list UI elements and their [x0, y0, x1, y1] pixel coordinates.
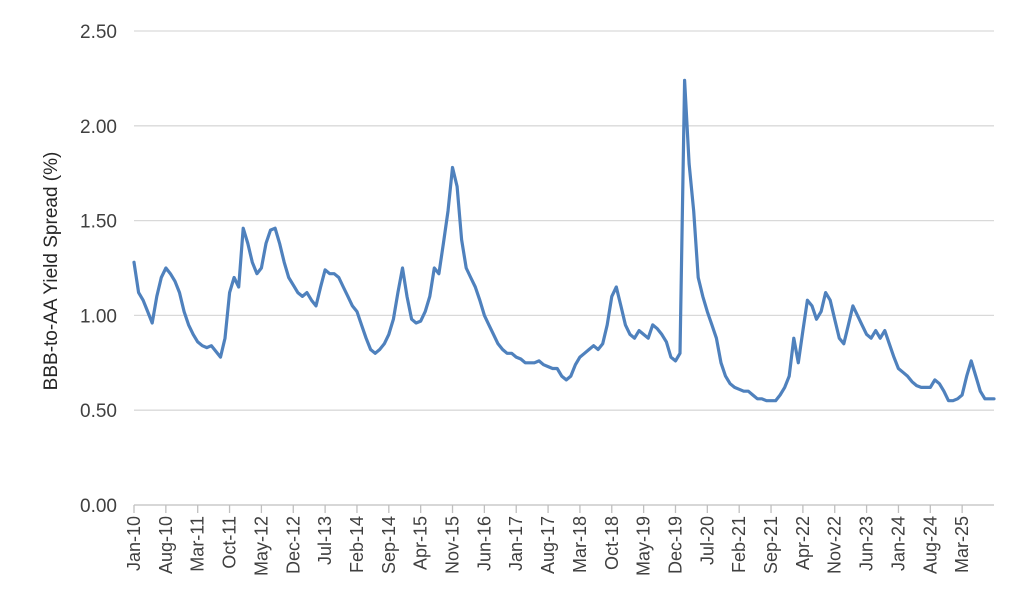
- x-tick-label: Nov-15: [443, 516, 463, 574]
- x-tick-label: Jan-24: [888, 516, 908, 571]
- x-tick-label: Sep-14: [379, 516, 399, 574]
- x-tick-labels: Jan-10 Aug-10 Mar-11 Oct-11 May-12 Dec-12 Jul-…: [124, 516, 972, 576]
- x-tick-label: Jul-20: [697, 516, 717, 565]
- x-tick-label: Mar-25: [952, 516, 972, 573]
- x-tick-label: May-19: [634, 516, 654, 576]
- series-layer: [132, 78, 996, 403]
- y-tick-label: 0.00: [80, 496, 117, 517]
- y-tick-label: 0.50: [80, 401, 117, 422]
- x-tick-label: Mar-11: [188, 516, 208, 572]
- x-tick-label: Jan-17: [506, 516, 526, 571]
- x-tick-label: Apr-22: [793, 516, 813, 570]
- x-tick-label: Jan-10: [124, 516, 144, 571]
- x-tick-label: Oct-18: [602, 516, 622, 570]
- x-tick-label: Feb-21: [729, 516, 749, 573]
- y-tick-label: 2.50: [80, 22, 117, 43]
- x-tick-label: Feb-14: [347, 516, 367, 573]
- x-tick-label: Jun-16: [474, 516, 494, 571]
- y-tick-label: 2.00: [80, 117, 117, 138]
- y-tick-label: 1.00: [80, 306, 117, 327]
- x-tick-label: May-12: [251, 516, 271, 576]
- x-tick-label: Oct-11: [220, 516, 240, 569]
- x-tick-label: Apr-15: [411, 516, 431, 570]
- series-line: [132, 78, 996, 403]
- x-tick-label: Sep-21: [761, 516, 781, 574]
- y-axis-label: BBB-to-AA Yield Spread (%): [41, 152, 62, 391]
- x-tick-label: Mar-18: [570, 516, 590, 573]
- x-tick-label: Dec-19: [666, 516, 686, 574]
- x-tick-label: Dec-12: [283, 516, 303, 574]
- x-axis: [133, 504, 994, 513]
- y-axis: 0.00 0.50 1.00 1.50 2.00 2.50: [80, 22, 117, 517]
- x-tick-label: Jun-23: [857, 516, 877, 571]
- x-tick-label: Aug-10: [156, 516, 176, 574]
- x-tick-label: Aug-17: [538, 516, 558, 574]
- x-tick-label: Nov-22: [825, 516, 845, 574]
- x-tick-label: Aug-24: [920, 516, 940, 574]
- gridlines: [134, 30, 994, 411]
- x-tick-label: Jul-13: [315, 516, 335, 565]
- y-tick-label: 1.50: [80, 212, 117, 233]
